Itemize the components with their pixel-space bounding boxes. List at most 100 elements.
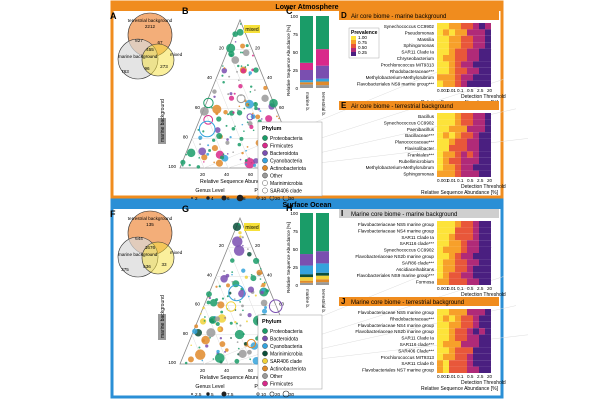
ternary-point [233, 245, 245, 256]
phylum-legend-title-bottom: Phylum [262, 319, 282, 325]
lower-atmosphere-title: Lower Atmosphere [275, 4, 338, 11]
heatmap-taxon-label: SAR11 Clade Ia [401, 336, 434, 341]
heatmap-cell [449, 74, 455, 81]
heatmap-cell [437, 61, 443, 68]
phylum-legend-item: Bacteroidota [270, 151, 298, 157]
ternary-point [188, 164, 191, 167]
heatmap-cell [455, 272, 461, 279]
heatmap-cell [467, 113, 473, 120]
heatmap-cell [461, 366, 467, 373]
ternary-point [261, 94, 269, 102]
phylum-legend-swatch [262, 328, 268, 334]
heatmap-taxon-label: Methylobacterium-Methylorubrum [366, 165, 435, 170]
heatmap-cell [467, 23, 473, 30]
heatmap-cell [473, 48, 479, 55]
venn-marine-mixed-value: 536 [143, 264, 151, 269]
heatmap-cell [473, 80, 479, 87]
heatmap-cell [479, 157, 485, 165]
heatmap-xtick: 20 [487, 178, 493, 183]
heatmap-cell [437, 347, 443, 354]
ternary-point [199, 318, 207, 325]
heatmap-cell [473, 360, 479, 367]
venn-center-value: 1676 [145, 245, 156, 250]
prevalence-legend-title: Prevalence [351, 30, 378, 36]
heatmap-cell [461, 157, 467, 165]
heatmap-cell [461, 42, 467, 49]
ternary-point [240, 43, 246, 49]
heatmap-cell [437, 145, 443, 152]
heatmap-cell [461, 138, 467, 145]
heatmap-cell [479, 259, 485, 266]
heatmap-cell [437, 132, 443, 139]
heatmap-cell [467, 48, 473, 55]
ternary-point [259, 268, 262, 270]
ternary-point [216, 132, 223, 139]
phylum-legend-label: 20 [275, 196, 281, 201]
prevalence-legend-tick: 1.00 [358, 35, 367, 40]
heatmap-cell [443, 353, 449, 361]
heatmap-cell [443, 80, 449, 87]
ternary-point [245, 163, 248, 166]
ternary-point [220, 275, 228, 283]
heatmap-cell [449, 334, 455, 341]
ternary-point [275, 115, 278, 118]
phylum-legend-swatch [262, 150, 268, 156]
ternary-point [242, 309, 244, 312]
heatmap-taxon-label: Rhodobacteraceae*** [390, 316, 434, 321]
venn-terrestrial-marine-value: 644 [135, 236, 143, 241]
heatmap-cell [473, 23, 479, 30]
heatmap-taxon-label: Flavisolibacter [405, 146, 435, 151]
heatmap-cell [467, 347, 473, 354]
heatmap-xtick: 20 [487, 374, 493, 379]
heatmap-cell [485, 164, 491, 171]
heatmap-cell [479, 42, 485, 49]
venn-terrestrial-label: terrestrial background [128, 216, 173, 221]
phylum-legend-label: 10 [261, 392, 267, 397]
ternary-point [234, 358, 240, 364]
ternary-point [246, 121, 249, 124]
stack-segment [300, 62, 313, 70]
ternary-point [247, 313, 252, 318]
heatmap-taxon-label: Flavobacteriaceae NS2b marine group [355, 329, 434, 334]
heatmap-cell [485, 132, 491, 139]
heatmap-cell [467, 321, 473, 329]
phylum-legend-label: 20 [275, 392, 281, 397]
phylum-legend-swatch [262, 373, 268, 379]
ternary-point [251, 54, 254, 57]
stack-category-label: marine b. [305, 92, 310, 111]
heatmap-cell [443, 151, 449, 158]
ternary-point [227, 93, 230, 96]
heatmap-cell [443, 29, 449, 36]
phylum-legend-item: Actinobacteriota [270, 367, 306, 373]
heatmap-cell [479, 227, 485, 234]
ternary-point [234, 320, 237, 324]
heatmap-cell [449, 170, 455, 177]
ternary-point [195, 349, 206, 360]
ternary-point [187, 356, 194, 363]
heatmap-cell [467, 227, 473, 234]
ternary-point [196, 165, 201, 169]
heatmap-cell [467, 221, 473, 228]
phylum-legend-box-bottom [257, 314, 323, 390]
venn-marine-label: marine background [118, 54, 158, 59]
heatmap-cell [443, 164, 449, 171]
heatmap-cell [467, 170, 473, 177]
heatmap-cell [443, 315, 449, 322]
genus-legend-label: 2 [195, 196, 198, 201]
ternary-point [221, 297, 225, 300]
heatmap-xtick: 0.001 [437, 88, 449, 93]
venn-mixed-label: mixed [170, 250, 183, 255]
heatmap-cell [473, 328, 479, 335]
heatmap-cell [485, 315, 491, 322]
heatmap-cell [443, 113, 449, 120]
heatmap-cell [485, 80, 491, 87]
heatmap-cell [455, 151, 461, 158]
heatmap-cell [479, 233, 485, 241]
ternary-point [269, 98, 278, 108]
phylum-legend-item: Proteobacteria [270, 136, 303, 142]
ternary-point [204, 316, 206, 318]
heatmap-xlabel: Detection Threshold [461, 292, 506, 298]
ternary-bottom-tick: 20 [200, 172, 206, 177]
heatmap-cell [485, 61, 491, 68]
heatmap-taxon-label: Flavobacteriales NS9 marine group*** [357, 273, 435, 278]
